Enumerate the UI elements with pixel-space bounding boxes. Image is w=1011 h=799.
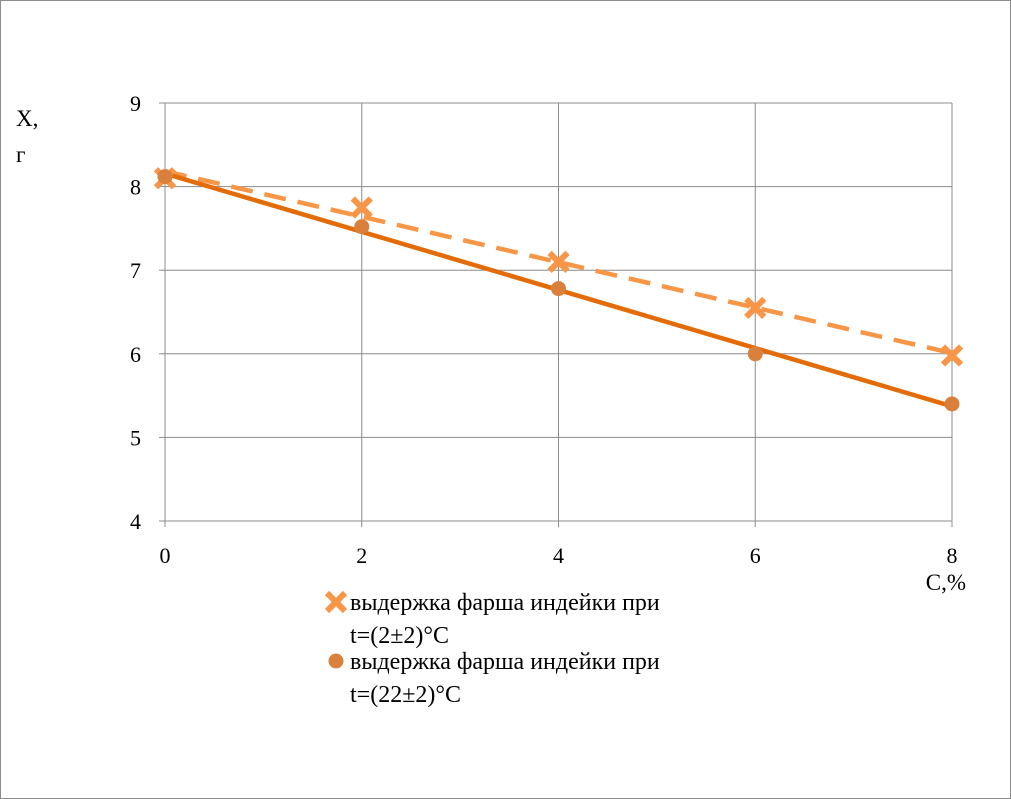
- x-tick-label: 8: [947, 543, 958, 568]
- circle-marker: [551, 281, 566, 297]
- x-axis-label: C,%: [926, 570, 966, 595]
- x-tick-label: 0: [160, 543, 171, 568]
- circle-marker: [157, 169, 173, 185]
- tick-labels: 4 5 6 7 8 9 0 2 4 6 8: [130, 91, 958, 568]
- circle-marker: [944, 396, 960, 412]
- legend-label-1-line1: выдержка фарша индейки при: [350, 590, 660, 616]
- legend-item-series-2: выдержка фарша индейки при t=(22±2)°C: [328, 649, 660, 708]
- x-marker-b: [744, 296, 767, 319]
- x-marker-b: [547, 250, 570, 273]
- legend-circle-marker-icon: [328, 653, 344, 669]
- y-tick-label: 9: [130, 91, 141, 116]
- series-markers: [153, 167, 964, 412]
- legend-label-1-line2: t=(2±2)°C: [350, 623, 449, 649]
- series-2-points: [157, 169, 960, 412]
- legend-circle: [328, 653, 344, 669]
- x-tick-label: 2: [356, 543, 367, 568]
- x-tick-label: 4: [553, 543, 564, 568]
- y-tick-label: 8: [130, 175, 141, 200]
- legend-label-2-line1: выдержка фарша индейки при: [350, 649, 660, 675]
- circle-marker: [747, 346, 763, 362]
- y-axis-label-line1: X,: [16, 106, 38, 131]
- y-axis-label-line2: г: [16, 142, 25, 167]
- y-tick-label: 7: [130, 258, 141, 283]
- y-tick-label: 5: [130, 425, 141, 450]
- y-tick-label: 6: [130, 342, 141, 367]
- legend-x-marker-icon: [324, 590, 348, 614]
- gridlines: [159, 102, 953, 527]
- x-marker-b: [940, 344, 964, 367]
- legend: выдержка фарша индейки при t=(2±2)°C выд…: [324, 590, 660, 708]
- legend-item-series-1: выдержка фарша индейки при t=(2±2)°C: [324, 590, 660, 649]
- legend-label-2-line2: t=(22±2)°C: [350, 682, 461, 708]
- y-tick-label: 4: [130, 509, 141, 534]
- x-marker-b: [350, 196, 373, 219]
- x-tick-label: 6: [750, 543, 761, 568]
- legend-x-b: [324, 590, 348, 614]
- circle-marker: [354, 219, 370, 235]
